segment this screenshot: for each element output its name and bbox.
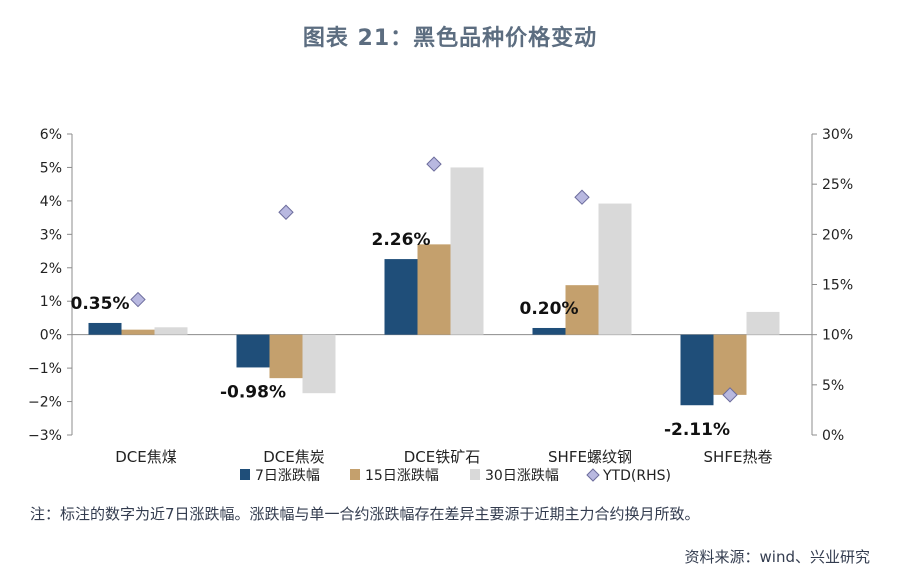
bar-1 — [384, 259, 418, 335]
bar-1 — [532, 327, 566, 335]
legend-swatch — [350, 469, 360, 480]
data-label: -2.11% — [664, 420, 730, 440]
legend-swatch — [470, 469, 480, 480]
right-tick-label: 15% — [822, 278, 853, 294]
left-tick-label: 5% — [40, 160, 62, 176]
bar-3 — [746, 311, 780, 335]
left-tick-label: −2% — [28, 395, 62, 411]
right-tick-label: 25% — [822, 177, 853, 193]
chart-note: 注：标注的数字为近7日涨跌幅。涨跌幅与单一合约涨跌幅存在差异主要源于近期主力合约… — [30, 505, 700, 523]
bar-3 — [598, 203, 632, 335]
legend-label: 7日涨跌幅 — [255, 468, 320, 484]
source-credit: 资料来源：wind、兴业研究 — [684, 548, 870, 566]
legend-swatch — [240, 469, 250, 480]
category-label: DCE焦炭 — [263, 448, 325, 466]
bar-3 — [302, 334, 336, 394]
bar-1 — [680, 334, 714, 406]
ytd-marker — [278, 204, 294, 220]
bar-3 — [450, 167, 484, 335]
right-tick-label: 0% — [822, 428, 844, 444]
left-tick-label: 6% — [40, 127, 62, 143]
category-label: DCE焦煤 — [115, 448, 177, 466]
right-tick-label: 5% — [822, 378, 844, 394]
left-tick-label: 2% — [40, 261, 62, 277]
bar-chart: −3% −2% −1% 0% 1% 2% 3% 4% 5% 6% 0% 5% 10% 15% 20% 25% 3… — [28, 127, 853, 484]
bar-1 — [236, 334, 270, 368]
data-label: 0.35% — [71, 294, 130, 314]
right-tick-label: 30% — [822, 127, 853, 143]
right-tick-label: 20% — [822, 227, 853, 243]
right-tick-label: 10% — [822, 328, 853, 344]
ytd-marker — [574, 189, 590, 205]
data-label: -0.98% — [220, 382, 286, 402]
left-tick-label: 4% — [40, 194, 62, 210]
legend-label: 15日涨跌幅 — [365, 468, 439, 484]
legend-label: YTD(RHS) — [602, 468, 671, 484]
bar-3 — [154, 327, 188, 335]
bar-2 — [417, 244, 451, 335]
category-label: SHFE螺纹钢 — [548, 448, 632, 466]
ytd-marker — [426, 156, 442, 172]
left-tick-label: −3% — [28, 428, 62, 444]
bar-2 — [121, 329, 155, 335]
legend-swatch-ytd — [586, 468, 600, 482]
bar-2 — [713, 334, 747, 395]
ytd-marker — [130, 291, 146, 308]
bar-2 — [565, 285, 599, 335]
bar-1 — [88, 322, 122, 335]
left-tick-label: −1% — [28, 361, 62, 377]
left-tick-label: 0% — [40, 328, 62, 344]
left-tick-label: 1% — [40, 294, 62, 310]
data-label: 2.26% — [372, 230, 431, 250]
category-label: DCE铁矿石 — [404, 448, 481, 466]
left-tick-label: 3% — [40, 227, 62, 243]
chart-title: 图表 21：黑色品种价格变动 — [302, 26, 598, 51]
bar-2 — [269, 334, 303, 379]
ytd-marker — [722, 387, 738, 403]
category-label: SHFE热卷 — [704, 448, 773, 466]
data-label: 0.20% — [520, 299, 579, 319]
legend-label: 30日涨跌幅 — [485, 468, 559, 484]
